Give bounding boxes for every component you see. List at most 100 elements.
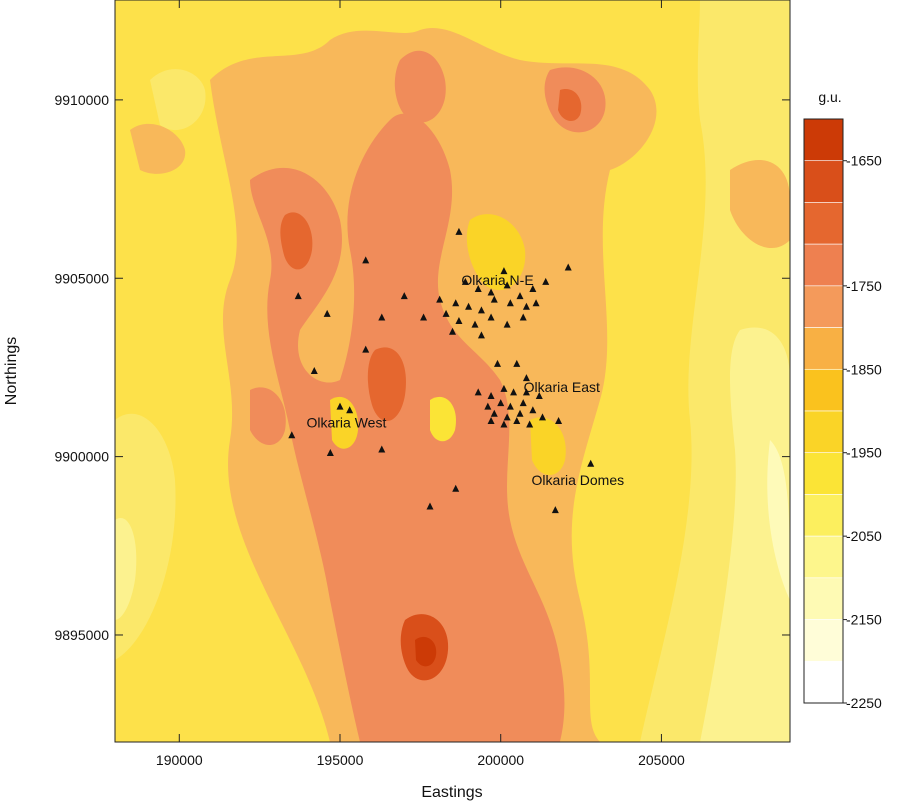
- well-marker: [455, 227, 463, 235]
- well-marker: [529, 284, 537, 292]
- well-marker: [539, 413, 546, 421]
- y-tick-label: 9895000: [54, 627, 109, 643]
- well-marker: [474, 388, 482, 396]
- site-label: Olkaria N-E: [461, 272, 533, 288]
- well-marker: [452, 484, 460, 492]
- well-marker: [497, 399, 505, 407]
- well-marker: [461, 277, 469, 285]
- well-marker: [506, 299, 514, 307]
- well-marker: [513, 359, 521, 367]
- well-marker: [535, 391, 543, 399]
- colorbar-label: -2150: [846, 612, 882, 628]
- well-marker: [420, 313, 428, 321]
- well-marker: [555, 416, 563, 424]
- well-marker: [506, 402, 514, 410]
- colorbar-label: -2050: [846, 528, 882, 544]
- colorbar-label: -2250: [846, 695, 882, 711]
- well-marker: [426, 502, 434, 510]
- well-marker: [529, 406, 537, 414]
- well-marker: [378, 445, 386, 453]
- well-marker: [519, 399, 527, 407]
- colorbar-swatch: [803, 327, 844, 370]
- well-marker: [323, 309, 331, 317]
- well-marker: [503, 281, 511, 289]
- well-marker: [500, 420, 508, 428]
- well-marker: [516, 292, 524, 300]
- well-marker: [326, 449, 334, 457]
- well-marker: [490, 295, 498, 303]
- well-marker: [513, 416, 521, 424]
- well-marker: [551, 506, 559, 514]
- well-marker: [503, 320, 511, 328]
- well-marker: [362, 345, 370, 353]
- well-marker: [455, 317, 463, 325]
- well-marker: [400, 292, 408, 300]
- well-marker: [346, 406, 354, 414]
- well-marker: [442, 309, 450, 317]
- well-marker: [294, 292, 302, 300]
- colorbar-swatch: [803, 285, 844, 328]
- y-axis-ticks: 9895000 9900000 9905000 9910000: [54, 92, 790, 643]
- contour-field: [115, 0, 790, 742]
- y-tick-label: 9910000: [54, 92, 109, 108]
- colorbar-label: -1950: [846, 445, 882, 461]
- colorbar-label: -1850: [846, 361, 882, 377]
- colorbar-swatch: [803, 118, 844, 162]
- colorbar: -1650 -1750 -1850 -1950 -2050 -2150 -2250: [803, 118, 882, 711]
- well-marker: [542, 277, 550, 285]
- x-axis-title: Eastings: [421, 784, 482, 801]
- well-marker: [587, 459, 595, 467]
- colorbar-swatch: [803, 577, 844, 620]
- site-label: Olkaria West: [306, 415, 386, 431]
- x-tick-label: 195000: [317, 752, 364, 768]
- site-label: Olkaria Domes: [532, 472, 625, 488]
- x-tick-label: 190000: [156, 752, 203, 768]
- colorbar-label: -1650: [846, 153, 882, 169]
- well-marker: [494, 359, 501, 367]
- x-axis-ticks: 190000 195000 200000 205000: [156, 0, 685, 768]
- well-marker: [477, 306, 485, 314]
- well-marker: [336, 402, 344, 410]
- well-marker: [288, 431, 296, 439]
- well-marker: [500, 267, 508, 275]
- colorbar-swatch: [803, 452, 844, 495]
- well-marker: [471, 320, 479, 328]
- well-marker: [487, 313, 495, 321]
- well-marker: [465, 302, 473, 310]
- y-tick-label: 9905000: [54, 270, 109, 286]
- well-marker: [516, 409, 524, 417]
- well-marker: [526, 420, 534, 428]
- well-marker: [378, 313, 386, 321]
- well-marker: [452, 299, 460, 307]
- well-marker: [362, 256, 370, 264]
- well-marker: [477, 331, 485, 339]
- colorbar-swatch: [803, 202, 844, 245]
- well-marker: [522, 374, 530, 382]
- colorbar-frame: [803, 118, 844, 704]
- well-marker: [310, 367, 318, 374]
- well-markers: [288, 227, 595, 514]
- colorbar-swatch: [803, 619, 844, 662]
- well-marker: [510, 388, 518, 396]
- colorbar-swatch: [803, 660, 844, 704]
- well-marker: [503, 413, 511, 421]
- plot-frame: [114, 0, 791, 743]
- well-marker: [484, 402, 492, 410]
- y-tick-label: 9900000: [54, 449, 109, 465]
- well-marker: [519, 313, 527, 321]
- well-marker: [436, 295, 444, 303]
- site-labels: Olkaria N-E Olkaria East Olkaria West Olkar…: [306, 272, 624, 488]
- x-tick-label: 200000: [477, 752, 524, 768]
- well-marker: [449, 327, 456, 335]
- well-marker: [487, 391, 495, 399]
- x-tick-label: 205000: [638, 752, 685, 768]
- colorbar-swatch: [803, 494, 844, 537]
- colorbar-swatch: [803, 160, 844, 203]
- well-marker: [487, 288, 495, 296]
- well-marker: [487, 416, 495, 424]
- site-label: Olkaria East: [524, 379, 600, 395]
- well-marker: [522, 302, 530, 310]
- colorbar-swatch: [803, 368, 844, 412]
- well-marker: [474, 284, 482, 292]
- colorbar-swatch: [803, 410, 844, 454]
